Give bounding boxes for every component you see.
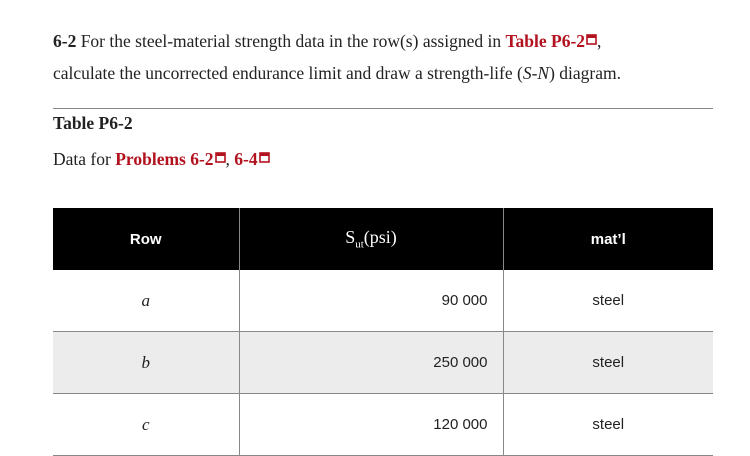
punctuation: , <box>597 31 602 51</box>
problem-text: ) diagram. <box>549 63 622 83</box>
table-row: c 120 000 steel <box>53 393 713 456</box>
link-icon[interactable] <box>586 34 597 45</box>
problem-number: 6-2 <box>53 31 77 51</box>
table-cell: b <box>53 331 240 394</box>
table-cell: 120 000 <box>239 393 504 456</box>
table-row: a 90 000 steel <box>53 270 713 332</box>
punctuation: , <box>225 149 230 169</box>
description-text: Data for <box>53 149 111 169</box>
divider <box>53 108 713 109</box>
table-cell: 90 000 <box>239 270 504 332</box>
symbol: S <box>345 227 356 248</box>
table-cell: steel <box>503 270 713 332</box>
table-cell: a <box>53 270 240 332</box>
table-cell: 250 000 <box>239 331 504 394</box>
header-cell: mat’l <box>503 208 713 270</box>
link-icon[interactable] <box>258 152 270 163</box>
subscript: ut <box>355 238 364 251</box>
problem-text: For the steel-material strength data in … <box>80 31 502 51</box>
problem-link[interactable]: 6-4 <box>234 149 258 169</box>
problem-line-1: 6-2 For the steel-material strength data… <box>53 31 601 52</box>
data-table: Row Sut(psi) mat’l a 90 000 steel b 250 000 s… <box>53 208 713 456</box>
table-row: b 250 000 steel <box>53 331 713 394</box>
problem-link[interactable]: Problems 6-2 <box>115 149 214 169</box>
problem-text: calculate the uncorrected endurance limi… <box>53 63 523 83</box>
table-cell: steel <box>503 331 713 394</box>
table-caption: Table P6-2 <box>53 113 133 133</box>
link-icon[interactable] <box>214 152 226 163</box>
table-description: Data for Problems 6-2, 6-4 <box>53 149 270 170</box>
header-cell: Sut(psi) <box>239 208 504 270</box>
table-link[interactable]: Table P6-2 <box>505 31 586 51</box>
header-cell: Row <box>53 208 240 270</box>
table-cell: steel <box>503 393 713 456</box>
table-cell: c <box>53 393 240 456</box>
problem-line-2: calculate the uncorrected endurance limi… <box>53 63 621 84</box>
sn-label: S-N <box>522 63 550 83</box>
unit: (psi) <box>363 227 397 248</box>
header-row: Row Sut(psi) mat’l <box>53 208 713 270</box>
